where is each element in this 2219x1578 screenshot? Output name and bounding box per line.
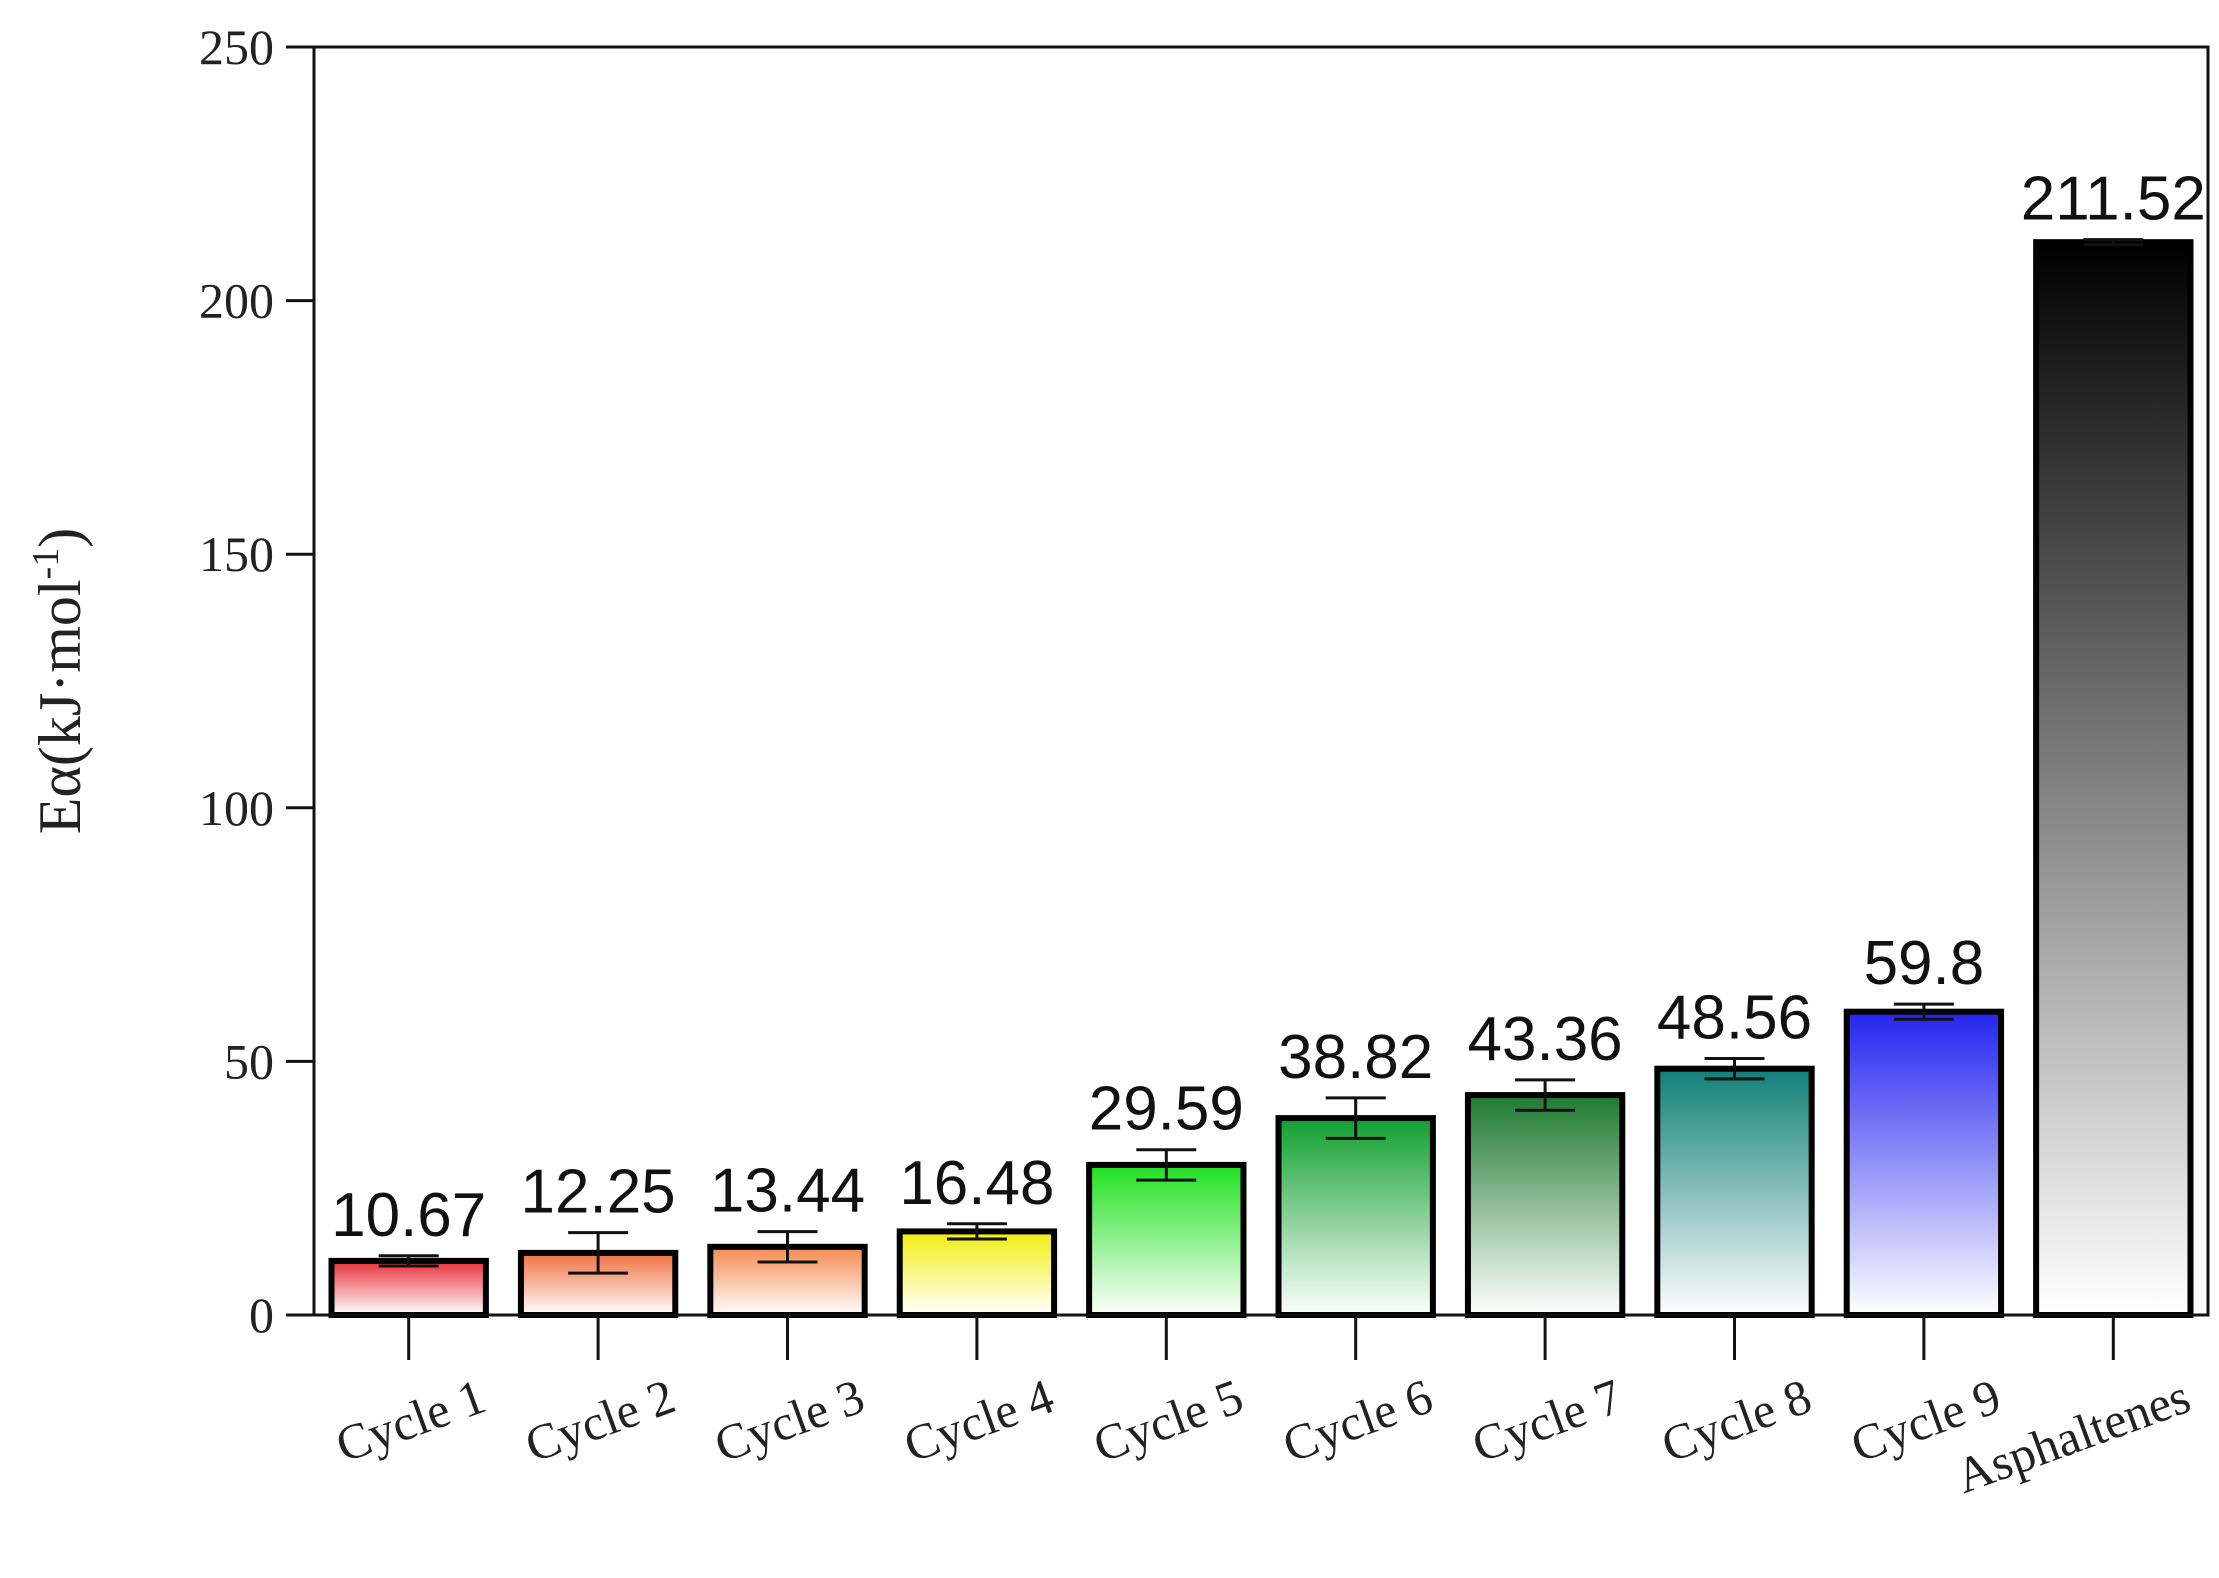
x-tick-label: Cycle 7 — [1465, 1368, 1629, 1473]
error-bar — [378, 1254, 439, 1268]
value-label: 13.44 — [710, 1157, 865, 1226]
error-bar — [946, 1222, 1007, 1241]
x-tick-label: Cycle 5 — [1086, 1368, 1250, 1473]
y-label-sup: -1 — [25, 548, 67, 580]
y-tick-label: 250 — [199, 19, 274, 75]
plot-frame — [312, 45, 2210, 1317]
y-tick-label: 100 — [199, 780, 274, 836]
error-bar — [1704, 1057, 1765, 1081]
x-tick-label: Cycle 4 — [897, 1368, 1061, 1473]
x-tick-label: Cycle 6 — [1275, 1368, 1439, 1473]
value-label: 48.56 — [1657, 984, 1812, 1053]
value-label: 211.52 — [2021, 165, 2206, 234]
y-tick-label: 50 — [224, 1033, 274, 1089]
y-label-end: ) — [27, 528, 93, 548]
error-bar — [568, 1231, 629, 1275]
y-tick-label: 200 — [199, 273, 274, 329]
y-label-main: Eα(kJ·mol — [27, 579, 93, 834]
bar — [1086, 1161, 1247, 1319]
value-label: 59.8 — [1864, 929, 1985, 998]
x-tick-label: Cycle 1 — [328, 1368, 492, 1473]
error-bar — [1325, 1096, 1386, 1140]
error-bar — [2083, 238, 2144, 247]
bar — [328, 1257, 489, 1318]
value-label: 43.36 — [1468, 1005, 1623, 1074]
y-tick-label: 150 — [199, 526, 274, 582]
error-bar — [757, 1230, 818, 1264]
error-bar — [1893, 1002, 1954, 1021]
bar — [1464, 1092, 1626, 1319]
value-label: 38.82 — [1278, 1023, 1433, 1092]
bar — [896, 1228, 1058, 1319]
value-label: 16.48 — [899, 1149, 1054, 1218]
y-axis-label: Eα(kJ·mol-1) — [25, 528, 93, 834]
x-tick-label: Cycle 3 — [707, 1368, 871, 1473]
error-bar — [1515, 1078, 1576, 1112]
value-label: 29.59 — [1089, 1075, 1244, 1144]
bar — [1275, 1115, 1436, 1319]
bar — [1843, 1008, 2005, 1318]
y-tick-label: 0 — [249, 1287, 274, 1343]
x-tick-label: Cycle 8 — [1654, 1368, 1818, 1473]
value-label: 10.67 — [331, 1181, 486, 1250]
x-tick-label: Cycle 2 — [518, 1368, 682, 1473]
bar — [1654, 1065, 1815, 1319]
error-bar — [1136, 1148, 1197, 1182]
value-label: 12.25 — [521, 1158, 676, 1227]
bar — [2033, 239, 2194, 1319]
